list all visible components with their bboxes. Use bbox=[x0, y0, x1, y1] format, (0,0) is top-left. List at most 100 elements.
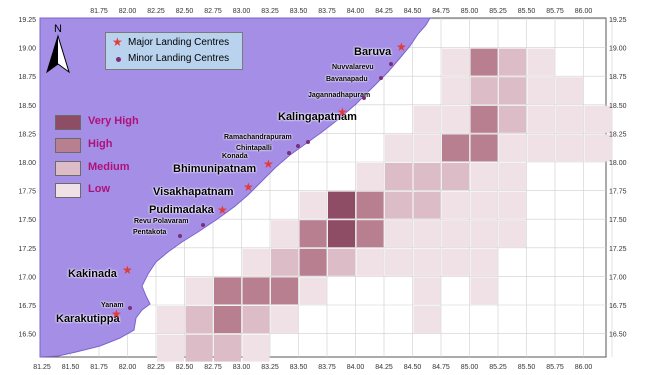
north-arrow-icon: N bbox=[46, 23, 70, 74]
minor-landing-dot-icon bbox=[201, 223, 205, 227]
high-label: High bbox=[88, 138, 113, 150]
x-tick-label-top: 82.50 bbox=[176, 8, 194, 15]
x-tick-label-top: 81.75 bbox=[90, 8, 108, 15]
grid-cell-medium bbox=[499, 48, 526, 76]
x-tick-label-bottom: 82.00 bbox=[119, 364, 137, 371]
y-tick-label-right: 17.25 bbox=[609, 246, 627, 253]
minor-landing-dot-icon bbox=[362, 96, 366, 100]
grid-cell-low bbox=[527, 134, 555, 162]
major-place-label: Kalingapatnam bbox=[278, 111, 357, 123]
major-place-label: Bhimunipatnam bbox=[173, 163, 257, 175]
y-tick-label-right: 17.75 bbox=[609, 189, 627, 196]
grid-cell-high bbox=[442, 134, 469, 162]
grid-cell-low bbox=[442, 248, 469, 276]
grid-cell-low bbox=[442, 191, 469, 219]
grid-cell-high bbox=[271, 277, 298, 305]
y-tick-label-right: 17.00 bbox=[609, 274, 627, 281]
x-tick-label-bottom: 85.75 bbox=[546, 364, 564, 371]
grid-cell-medium bbox=[442, 163, 469, 190]
major-landing-star-icon: ★ bbox=[217, 203, 228, 217]
major-landing-star-icon: ★ bbox=[122, 263, 133, 277]
grid-cell-low bbox=[356, 248, 384, 276]
grid-cell-low bbox=[527, 77, 555, 105]
x-tick-label-bottom: 81.75 bbox=[90, 364, 108, 371]
major-landing-star-icon: ★ bbox=[111, 307, 122, 321]
medium-label: Medium bbox=[88, 161, 130, 173]
y-tick-label-right: 18.00 bbox=[609, 160, 627, 167]
grid-cell-medium bbox=[242, 306, 270, 333]
grid-cell-high bbox=[470, 134, 498, 162]
grid-cell-low bbox=[584, 105, 612, 133]
y-tick-label-right: 18.25 bbox=[609, 131, 627, 138]
grid-cell-medium bbox=[271, 248, 298, 276]
y-tick-label-right: 18.50 bbox=[609, 103, 627, 110]
x-tick-label-bottom: 85.00 bbox=[461, 364, 479, 371]
y-tick-label-left: 19.25 bbox=[18, 17, 36, 24]
x-tick-label-bottom: 83.50 bbox=[290, 364, 308, 371]
north-label: N bbox=[54, 23, 62, 35]
minor-place-label: Yanam bbox=[101, 302, 124, 309]
low-label: Low bbox=[88, 183, 110, 195]
grid-cell-low bbox=[470, 248, 498, 276]
x-tick-label-top: 85.75 bbox=[546, 8, 564, 15]
y-tick-label-left: 17.00 bbox=[18, 274, 36, 281]
grid-cell-low bbox=[299, 277, 327, 305]
x-tick-label-top: 86.00 bbox=[575, 8, 593, 15]
minor-landing-dot-icon bbox=[287, 151, 291, 155]
grid-cell-high bbox=[214, 277, 241, 305]
minor-place-label: Revu Polavaram bbox=[134, 218, 189, 225]
legend-minor-label: Minor Landing Centres bbox=[128, 53, 230, 64]
major-landing-star-icon: ★ bbox=[337, 105, 348, 119]
x-tick-label-top: 83.25 bbox=[261, 8, 279, 15]
y-tick-label-left: 18.25 bbox=[18, 131, 36, 138]
very-high-label: Very High bbox=[88, 115, 139, 127]
grid-cell-low bbox=[470, 277, 498, 305]
low-swatch bbox=[55, 183, 81, 198]
y-tick-label-left: 18.50 bbox=[18, 103, 36, 110]
grid-cell-low bbox=[499, 134, 526, 162]
x-tick-label-top: 84.00 bbox=[347, 8, 365, 15]
y-tick-label-left: 18.00 bbox=[18, 160, 36, 167]
x-tick-label-top: 83.75 bbox=[318, 8, 336, 15]
grid-cell-low bbox=[527, 48, 555, 76]
grid-cell-low bbox=[584, 134, 612, 162]
x-tick-label-bottom: 83.75 bbox=[318, 364, 336, 371]
y-tick-label-right: 16.75 bbox=[609, 303, 627, 310]
y-tick-label-left: 18.75 bbox=[18, 74, 36, 81]
grid-cell-low bbox=[556, 77, 583, 105]
grid-cell-low bbox=[470, 163, 498, 190]
y-tick-label-left: 16.50 bbox=[18, 332, 36, 339]
y-tick-label-right: 17.50 bbox=[609, 217, 627, 224]
grid-cell-low bbox=[242, 248, 270, 276]
grid-cell-high bbox=[299, 220, 327, 248]
y-tick-label-left: 16.75 bbox=[18, 303, 36, 310]
grid-cell-medium bbox=[214, 334, 241, 362]
grid-cell-low bbox=[442, 77, 469, 105]
minor-landing-dot-icon bbox=[389, 62, 393, 66]
major-place-label: Baruva bbox=[354, 46, 392, 58]
minor-landing-dot-icon bbox=[379, 76, 383, 80]
grid-cell-low bbox=[385, 248, 412, 276]
grid-cell-low bbox=[356, 163, 384, 190]
x-tick-label-bottom: 83.25 bbox=[261, 364, 279, 371]
major-landing-star-icon: ★ bbox=[243, 180, 254, 194]
x-tick-label-top: 84.50 bbox=[404, 8, 422, 15]
medium-swatch bbox=[55, 161, 81, 176]
grid-cell-high bbox=[356, 220, 384, 248]
x-tick-label-bottom: 84.75 bbox=[432, 364, 450, 371]
minor-landing-dot-icon bbox=[178, 234, 182, 238]
x-tick-label-top: 84.25 bbox=[375, 8, 393, 15]
x-tick-label-bottom: 84.50 bbox=[404, 364, 422, 371]
y-tick-label-right: 19.25 bbox=[609, 17, 627, 24]
grid-cell-low bbox=[271, 220, 298, 248]
x-tick-label-bottom: 82.75 bbox=[204, 364, 222, 371]
minor-place-label: Bavanapadu bbox=[326, 76, 368, 83]
minor-place-label: Chintapalli bbox=[236, 145, 272, 152]
major-place-label: Pudimadaka bbox=[149, 204, 214, 216]
x-tick-label-top: 82.00 bbox=[119, 8, 137, 15]
grid-cell-high bbox=[299, 248, 327, 276]
grid-cell-low bbox=[499, 191, 526, 219]
major-place-label: Visakhapatnam bbox=[153, 186, 234, 198]
grid-cell-low bbox=[442, 105, 469, 133]
